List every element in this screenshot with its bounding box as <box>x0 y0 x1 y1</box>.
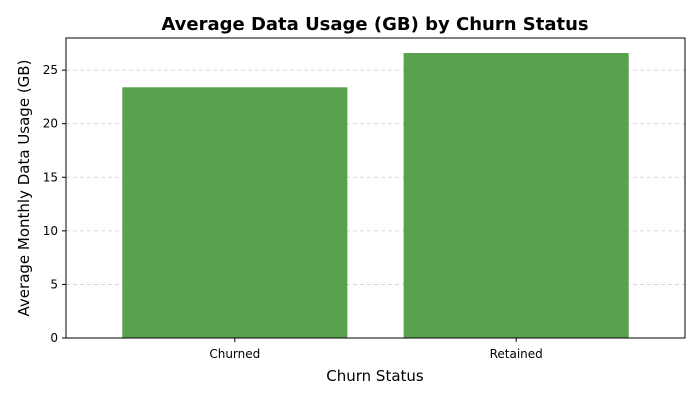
grid-layer <box>66 69 685 285</box>
bar-churned <box>122 87 348 339</box>
y-tick-label: 25 <box>43 63 58 77</box>
chart-title: Average Data Usage (GB) by Churn Status <box>161 14 588 35</box>
x-ticks: Churned Retained <box>209 338 543 361</box>
y-tick-label: 20 <box>43 117 58 131</box>
x-axis-label: Churn Status <box>326 367 424 385</box>
y-tick-label: 15 <box>43 170 58 184</box>
bars-layer <box>122 53 629 339</box>
y-tick-label: 10 <box>43 224 58 238</box>
y-ticks: 0 5 10 15 20 25 <box>43 63 66 345</box>
y-axis-label: Average Monthly Data Usage (GB) <box>15 60 33 317</box>
bar-retained <box>403 53 629 338</box>
x-tick-label: Churned <box>209 347 260 361</box>
y-tick-label: 5 <box>50 277 58 291</box>
plot-frame <box>65 37 686 339</box>
y-tick-label: 0 <box>50 331 58 345</box>
x-tick-label: Retained <box>490 347 543 361</box>
